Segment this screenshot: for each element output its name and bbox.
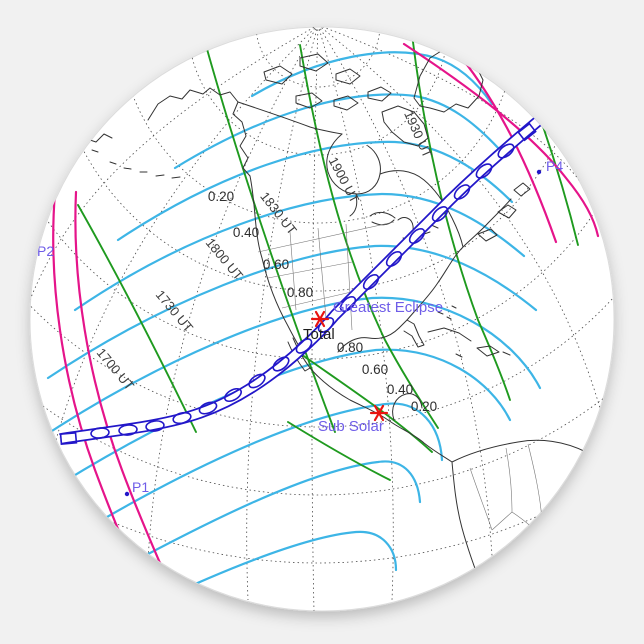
coast-arctic-mainland — [237, 101, 343, 135]
greatest-eclipse-label: Greatest Eclipse — [333, 299, 443, 316]
time-contour-lines — [33, 51, 542, 611]
obscuration-label: 0.60 — [362, 362, 388, 377]
obscuration-labels-se: 0.80 0.60 0.40 0.20 — [337, 340, 437, 414]
coast-central-america — [387, 419, 453, 463]
caribbean-islands — [427, 305, 511, 358]
coast-gulf — [337, 327, 400, 353]
p4-dot — [536, 169, 542, 175]
coast-alaska — [147, 87, 251, 177]
obscuration-label: 0.60 — [263, 257, 289, 272]
obscuration-label: 0.80 — [287, 285, 313, 300]
greatest-eclipse-marker — [310, 310, 330, 328]
coast-south-america-north — [451, 439, 587, 463]
obscuration-label: 0.40 — [387, 382, 413, 397]
obscuration-labels-nw: 0.20 0.40 0.60 0.80 — [208, 189, 313, 300]
p4-label: P4 — [546, 158, 563, 174]
p2-label: P2 — [37, 243, 54, 259]
contact-point-dots — [124, 169, 542, 497]
graticule-parallels — [30, 27, 614, 611]
p1-label: P1 — [132, 479, 149, 495]
great-lakes — [369, 211, 439, 239]
coast-aleutians — [91, 149, 181, 179]
coast-hudson-bay — [326, 133, 381, 217]
obscuration-label: 0.80 — [337, 340, 363, 355]
coast-pacific — [249, 175, 304, 355]
coast-labrador — [379, 170, 464, 248]
obscuration-label: 0.20 — [208, 189, 234, 204]
sub-solar-label: Sub Solar — [318, 418, 384, 435]
total-label: Total — [303, 326, 335, 343]
umbra-outlines — [59, 122, 537, 446]
coast-greenland — [413, 47, 484, 113]
coast-maritimes — [477, 182, 531, 242]
coast-baffin — [381, 105, 429, 147]
coast-yucatan — [392, 393, 423, 421]
p1-dot — [124, 491, 130, 497]
obscuration-label: 0.20 — [411, 399, 437, 414]
political-borders — [257, 221, 545, 541]
obscuration-label: 0.40 — [233, 225, 259, 240]
arctic-islands — [263, 53, 392, 111]
coast-florida — [398, 319, 425, 348]
sub-solar-marker — [369, 404, 389, 422]
